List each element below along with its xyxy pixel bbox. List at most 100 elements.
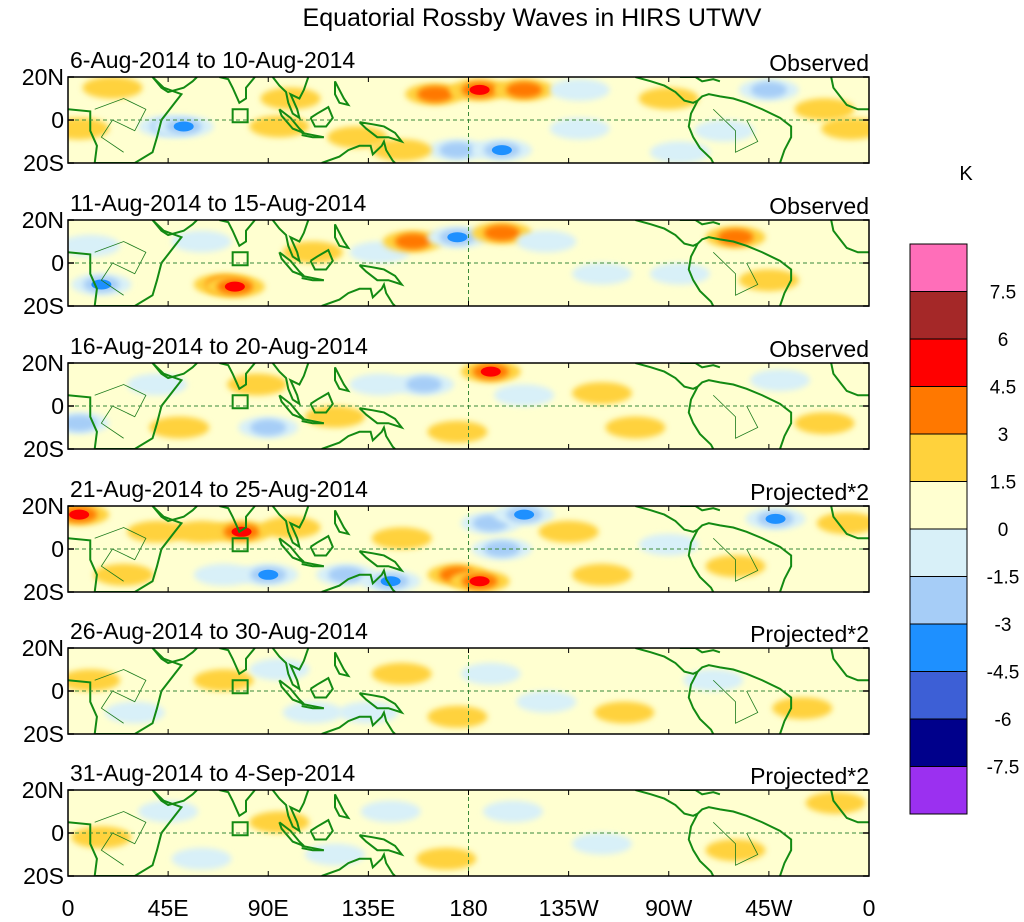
- indochina-coast: [271, 648, 310, 692]
- arabia-coast: [151, 648, 198, 665]
- anomaly-contour: [127, 520, 187, 543]
- panel-type-label: Projected*2: [750, 479, 869, 505]
- panel-date-label: 11-Aug-2014 to 15-Aug-2014: [70, 190, 366, 216]
- anomaly-contour: [250, 419, 287, 436]
- anomaly-core: [258, 569, 279, 580]
- panel-date-label: 16-Aug-2014 to 20-Aug-2014: [70, 333, 368, 359]
- philippines-coast: [334, 366, 351, 393]
- y-tick-label: 0: [51, 250, 64, 276]
- anomaly-contour: [439, 142, 476, 159]
- y-tick-label: 0: [51, 536, 64, 562]
- anomaly-contour: [71, 826, 132, 849]
- reference-box: [231, 251, 249, 267]
- y-tick-label: 20S: [23, 293, 64, 319]
- colorbar-tick-label: -7.5: [987, 758, 1020, 779]
- x-tick-label: 90W: [645, 895, 693, 921]
- y-tick-label: 20S: [23, 863, 64, 889]
- colorbar-unit-label: K: [959, 163, 973, 185]
- caribbean-coast: [679, 220, 721, 226]
- anomaly-contour: [549, 117, 610, 140]
- colorbar-swatch: [909, 766, 968, 815]
- x-tick-label: 180: [449, 895, 487, 921]
- java-coast: [301, 560, 325, 568]
- anomaly-contour: [394, 233, 431, 250]
- anomaly-contour: [260, 87, 321, 110]
- x-tick-label: 45W: [745, 895, 793, 921]
- anomaly-field: [71, 791, 866, 870]
- anomaly-core: [231, 526, 252, 537]
- central-america-coast: [635, 648, 793, 734]
- central-america-coast: [635, 506, 793, 592]
- south-america-west-coast: [687, 386, 715, 449]
- reference-box: [231, 537, 249, 553]
- y-tick-label: 0: [51, 107, 64, 133]
- java-coast: [301, 274, 325, 282]
- newguinea-coast: [358, 407, 405, 430]
- philippines-coast: [334, 223, 351, 250]
- borneo-coast: [309, 248, 334, 271]
- south-america-borders: [712, 108, 759, 153]
- colorbar-tick-label: -4.5: [987, 663, 1020, 684]
- anomaly-field: [68, 221, 799, 298]
- africa-borders: [94, 98, 147, 153]
- y-tick-label: 0: [51, 393, 64, 419]
- coastlines: [68, 648, 869, 734]
- anomaly-contour: [816, 512, 869, 535]
- india-coast: [219, 220, 256, 248]
- africa-coast: [68, 363, 184, 449]
- south-america-west-coast: [687, 671, 715, 734]
- newguinea-coast: [358, 692, 405, 715]
- x-tick-label: 0: [62, 895, 75, 921]
- anomaly-contour: [506, 81, 543, 98]
- south-america-west-coast: [687, 529, 715, 592]
- africa-coast: [68, 790, 184, 876]
- borneo-coast: [309, 534, 334, 557]
- borneo-coast: [309, 105, 334, 128]
- anomaly-contour: [572, 832, 632, 855]
- chart-title: Equatorial Rossby Waves in HIRS UTWV: [303, 4, 762, 32]
- anomaly-contour: [772, 697, 833, 720]
- central-america-coast: [635, 77, 793, 163]
- anomaly-contour: [328, 566, 365, 583]
- anomaly-contour: [138, 800, 199, 823]
- anomaly-contour: [750, 81, 787, 98]
- africa-borders: [94, 527, 147, 582]
- colorbar: K -7.5 -6 -4.5 -3 -1.5 0 1.5 3 4.5 6 7.5: [909, 163, 1020, 815]
- anomaly-core: [765, 513, 786, 524]
- x-tick-label: 45E: [148, 895, 189, 921]
- colorbar-tick-label: -3: [995, 615, 1012, 636]
- india-coast: [219, 790, 256, 818]
- anomaly-field: [68, 363, 855, 443]
- south-america-west-coast: [687, 813, 715, 876]
- panel: 20N 0 20S 16-Aug-2014 to 20-Aug-2014 Observe…: [22, 333, 870, 462]
- anomaly-contour: [483, 800, 543, 823]
- colorbar-tick-label: 6: [998, 330, 1009, 351]
- anomaly-contour: [738, 269, 799, 292]
- panel-date-label: 31-Aug-2014 to 4-Sep-2014: [70, 760, 355, 786]
- west-africa-coast: [830, 790, 869, 824]
- south-america-west-coast: [687, 100, 715, 163]
- anomaly-core: [480, 366, 501, 377]
- anomaly-contour: [694, 119, 755, 142]
- anomaly-contour: [649, 141, 710, 163]
- australia-coast: [321, 567, 396, 592]
- central-america-coast: [635, 790, 793, 876]
- australia-coast: [321, 424, 396, 449]
- anomaly-contour: [171, 847, 232, 870]
- newguinea-coast: [358, 121, 405, 144]
- anomaly-core: [447, 232, 468, 243]
- anomaly-contour: [249, 115, 310, 138]
- panel-date-label: 26-Aug-2014 to 30-Aug-2014: [70, 618, 368, 644]
- australia-coast: [321, 138, 396, 163]
- colorbar-swatch: [909, 243, 968, 292]
- anomaly-contour: [227, 373, 288, 396]
- y-tick-label: 20N: [22, 64, 64, 90]
- panel: 20N 0 20S 26-Aug-2014 to 30-Aug-2014 Project…: [22, 618, 870, 747]
- colorbar-tick-label: -6: [995, 710, 1012, 731]
- africa-coast: [68, 506, 184, 592]
- indochina-coast: [271, 363, 310, 407]
- anomaly-contour: [171, 230, 232, 253]
- anomaly-core: [514, 509, 535, 520]
- y-tick-label: 20S: [23, 721, 64, 747]
- panel-type-label: Observed: [769, 50, 869, 76]
